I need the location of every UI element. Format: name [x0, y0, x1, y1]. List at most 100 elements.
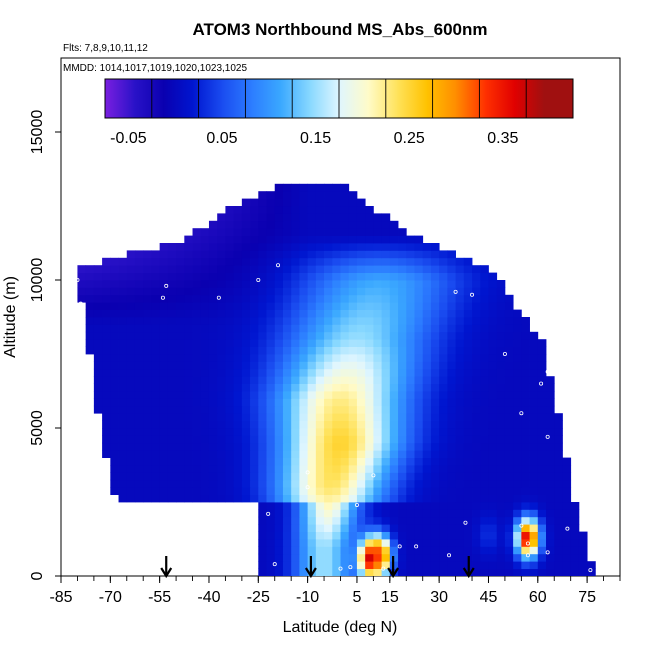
heatmap-cell — [291, 524, 300, 532]
heatmap-cell — [513, 465, 522, 473]
heatmap-cell — [414, 383, 424, 392]
heatmap-cell — [299, 346, 309, 355]
heatmap-cell — [225, 487, 235, 495]
heatmap-cell — [472, 420, 481, 429]
heatmap-cell — [208, 331, 218, 340]
heatmap-cell — [365, 280, 374, 288]
heatmap-cell — [356, 346, 366, 355]
heatmap-cell — [307, 420, 317, 429]
heatmap-cell — [340, 361, 350, 370]
heatmap-cell — [398, 457, 407, 466]
heatmap-cell — [282, 331, 292, 340]
heatmap-cell — [307, 376, 317, 384]
heatmap-cell — [118, 413, 128, 421]
heatmap-cell — [126, 391, 136, 399]
heatmap-cell — [356, 472, 366, 481]
heatmap-cell — [274, 391, 284, 399]
heatmap-cell — [299, 568, 309, 576]
heatmap-cell — [102, 435, 111, 444]
heatmap-cell — [233, 494, 243, 503]
flight-arrow-head — [462, 567, 475, 579]
heatmap-cell — [151, 280, 161, 288]
heatmap-cell — [447, 524, 456, 532]
heatmap-cell — [365, 302, 374, 310]
heatmap-cell — [233, 465, 243, 473]
heatmap-cell — [176, 257, 185, 266]
heatmap-cell — [184, 309, 193, 318]
heatmap-cell — [274, 487, 284, 495]
heatmap-cell — [184, 442, 193, 451]
heatmap-cell — [324, 198, 333, 207]
heatmap-cell — [472, 516, 481, 525]
heatmap-cell — [398, 502, 407, 510]
heatmap-cell — [217, 243, 226, 251]
heatmap-cell — [348, 546, 358, 555]
heatmap-cell — [110, 457, 119, 466]
heatmap-cell — [167, 450, 177, 458]
heatmap-cell — [217, 368, 226, 377]
heatmap-cell — [192, 368, 202, 377]
heatmap-cell — [406, 435, 415, 444]
heatmap-cell — [472, 553, 481, 562]
heatmap-cell — [151, 324, 161, 333]
heatmap-cell — [414, 250, 424, 259]
heatmap-cell — [521, 516, 530, 525]
heatmap-cell — [455, 287, 465, 296]
heatmap-cell — [455, 561, 465, 569]
heatmap-cell — [340, 309, 350, 318]
heatmap-cell — [118, 465, 128, 473]
heatmap-cell — [340, 243, 350, 251]
heatmap-cell — [332, 243, 341, 251]
heatmap-cell — [430, 465, 440, 473]
heatmap-cell — [250, 472, 259, 481]
heatmap-cell — [348, 516, 358, 525]
heatmap-cell — [373, 243, 382, 251]
heatmap-cell — [192, 294, 202, 303]
heatmap-cell — [282, 524, 292, 532]
heatmap-cell — [562, 487, 572, 495]
heatmap-cell — [258, 435, 267, 444]
heatmap-cell — [406, 257, 415, 266]
heatmap-cell — [266, 524, 276, 532]
heatmap-cell — [365, 472, 374, 481]
heatmap-cell — [241, 272, 251, 281]
heatmap-cell — [159, 442, 169, 451]
heatmap-cell — [134, 324, 144, 333]
heatmap-cell — [546, 509, 555, 518]
heatmap-cell — [217, 354, 226, 362]
heatmap-cell — [291, 568, 300, 576]
heatmap-cell — [176, 280, 185, 288]
heatmap-cell — [110, 317, 119, 325]
heatmap-cell — [291, 472, 300, 481]
heatmap-cell — [258, 324, 267, 333]
heatmap-cell — [258, 479, 267, 488]
heatmap-cell — [430, 391, 440, 399]
heatmap-cell — [102, 420, 111, 429]
heatmap-cell — [208, 317, 218, 325]
heatmap-cell — [192, 383, 202, 392]
heatmap-cell — [307, 302, 317, 310]
heatmap-cell — [348, 294, 358, 303]
heatmap-cell — [143, 324, 152, 333]
heatmap-cell — [184, 457, 193, 466]
heatmap-cell — [488, 450, 498, 458]
heatmap-cell — [200, 376, 210, 384]
heatmap-cell — [258, 287, 267, 296]
heatmap-cell — [455, 302, 465, 310]
heatmap-cell — [315, 206, 325, 214]
heatmap-cell — [430, 442, 440, 451]
heatmap-cell — [143, 442, 152, 451]
heatmap-cell — [134, 428, 144, 436]
heatmap-cell — [110, 368, 119, 377]
colorbar-segment — [543, 79, 574, 118]
colorbar-segment — [163, 79, 194, 118]
heatmap-cell — [398, 531, 407, 540]
heatmap-cell — [118, 302, 128, 310]
heatmap-cell — [496, 450, 506, 458]
heatmap-cell — [192, 331, 202, 340]
heatmap-cell — [472, 472, 481, 481]
heatmap-cell — [488, 539, 498, 547]
heatmap-cell — [422, 561, 432, 569]
heatmap-cell — [126, 265, 136, 273]
